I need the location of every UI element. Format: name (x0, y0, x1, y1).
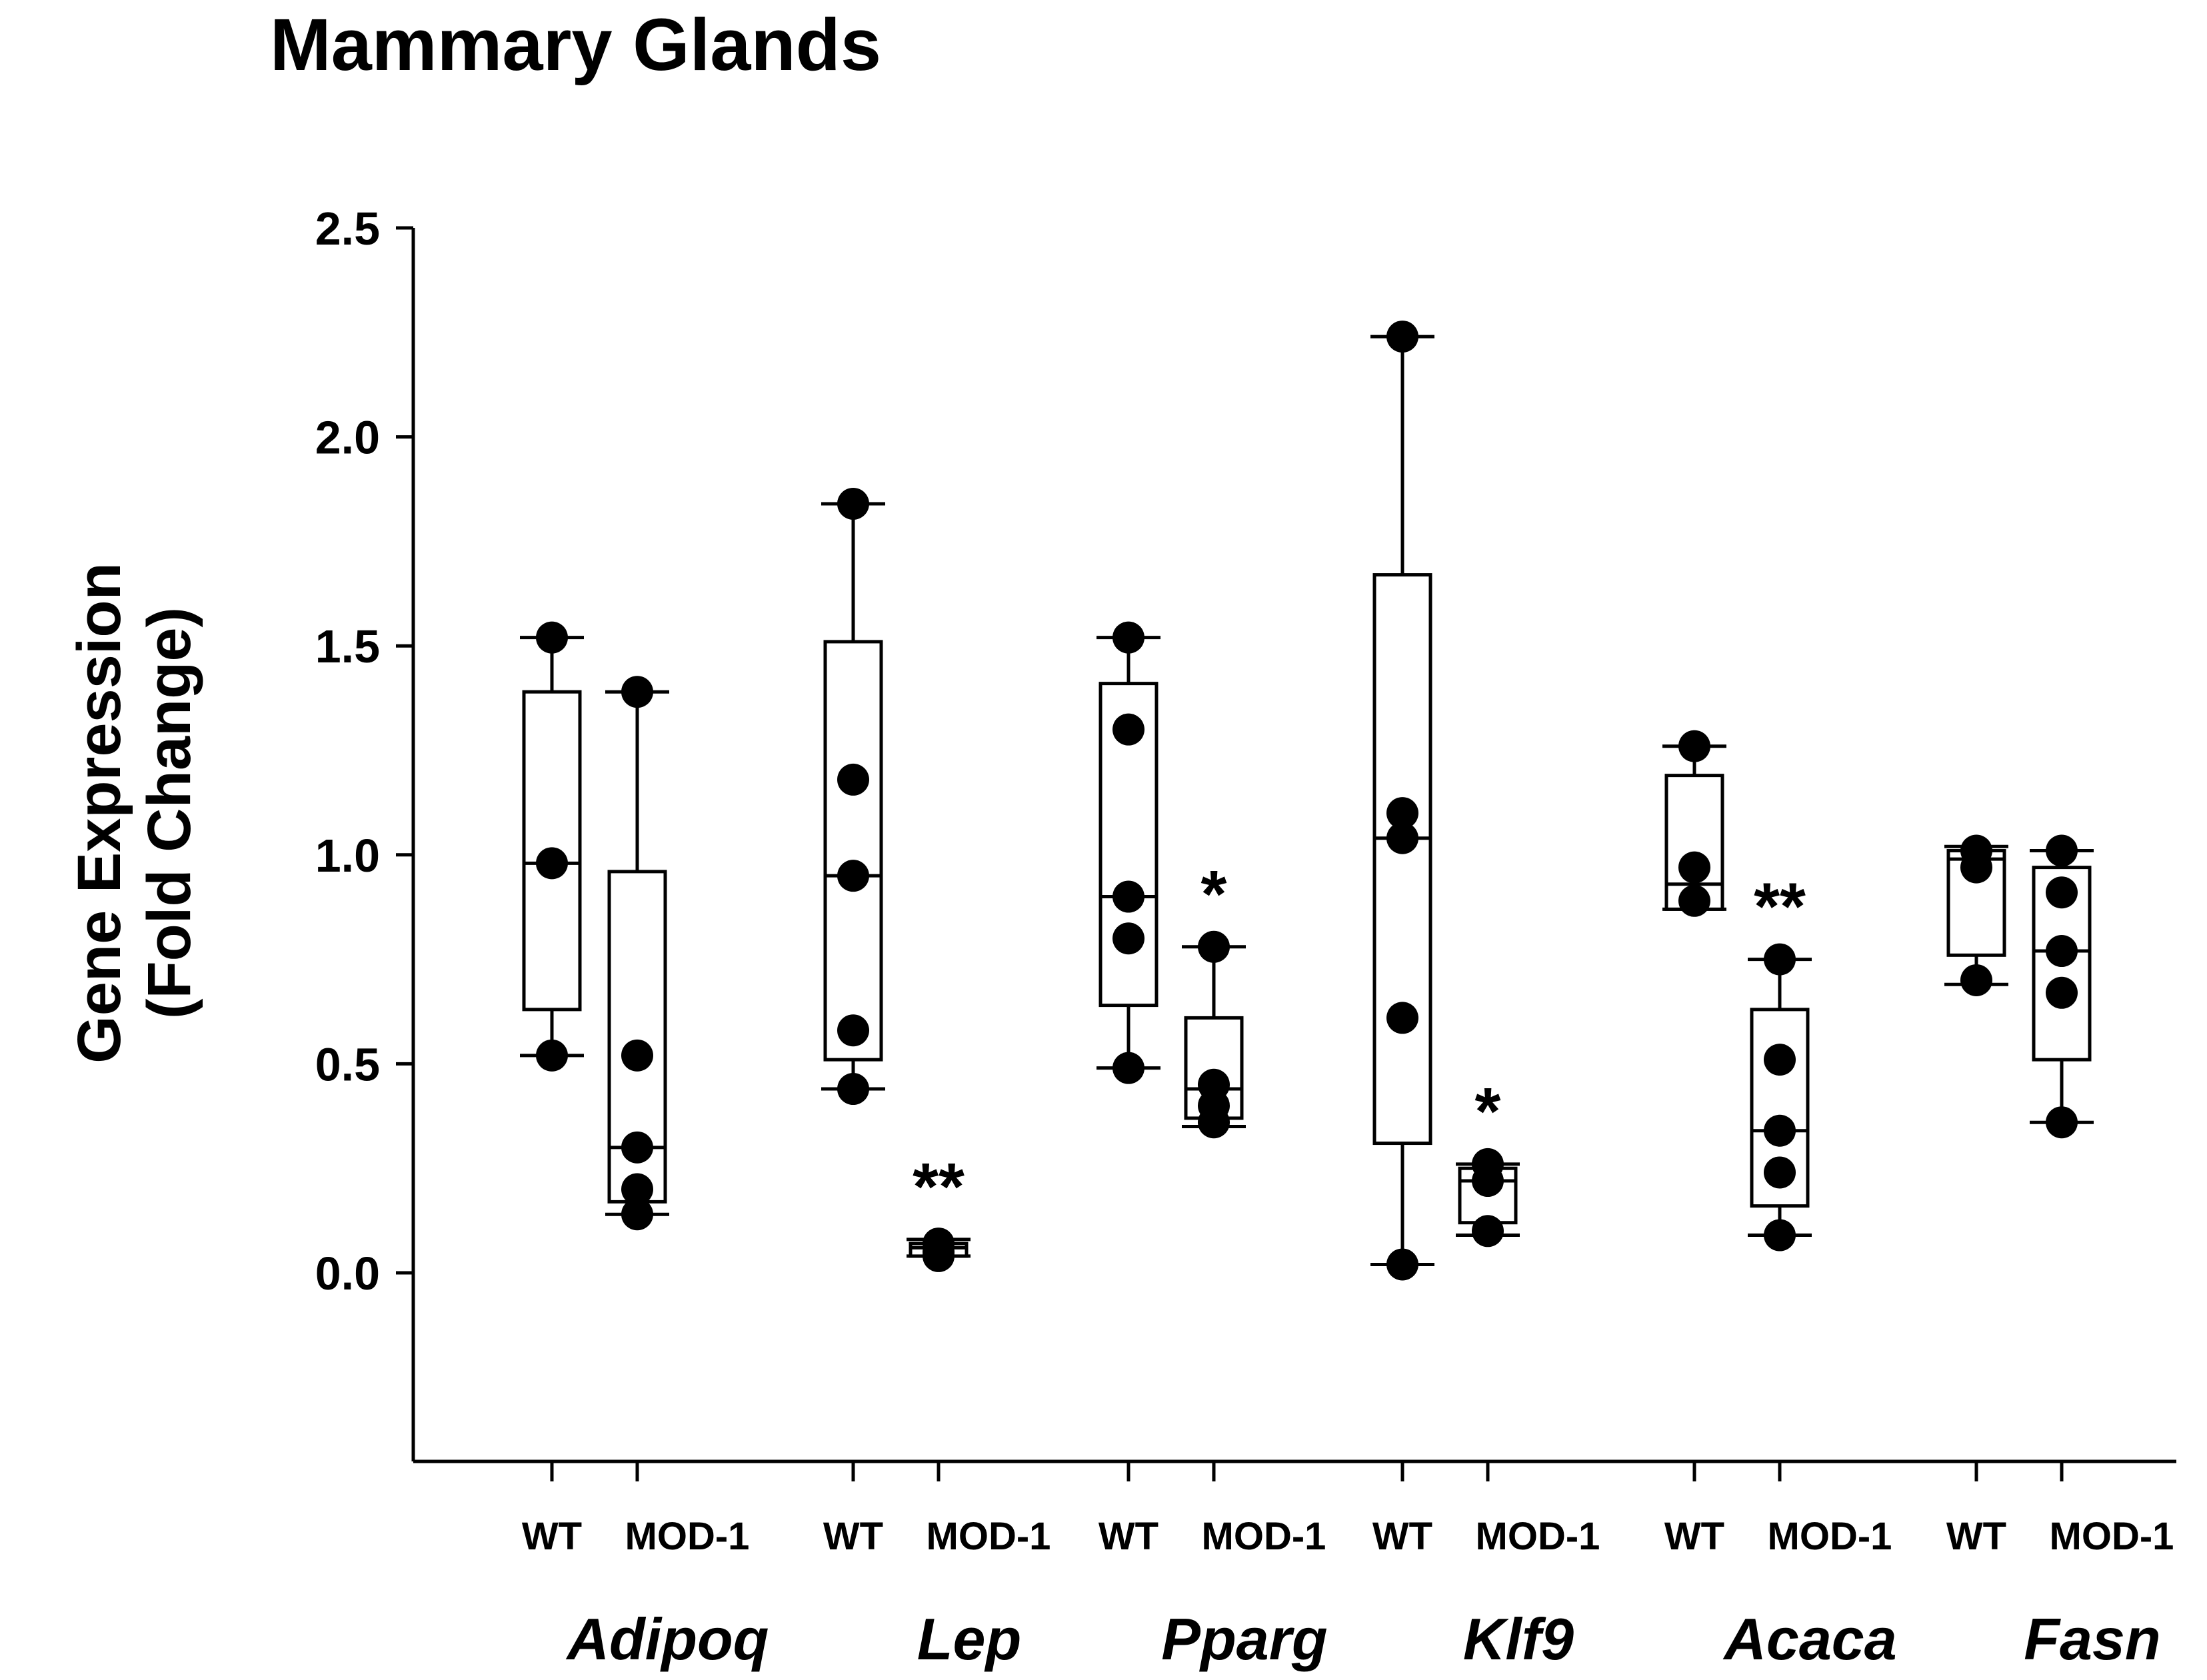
data-point (1472, 1215, 1504, 1248)
group-label: WT (522, 1515, 582, 1558)
data-point (2046, 935, 2078, 968)
data-point (2046, 976, 2078, 1009)
group-label: WT (1664, 1515, 1724, 1558)
gene-label: Acaca (1722, 1606, 1896, 1672)
data-point (621, 1173, 653, 1206)
gene-label: Lep (917, 1606, 1021, 1672)
data-point (1386, 822, 1418, 854)
chart-title: Mammary Glands (270, 4, 881, 86)
data-point (837, 860, 869, 892)
data-point (536, 1039, 568, 1072)
gene-label: Pparg (1161, 1606, 1327, 1672)
data-point (837, 487, 869, 520)
gene-label: Fasn (2024, 1606, 2160, 1672)
data-point (1386, 1002, 1418, 1034)
y-tick-label: 2.0 (315, 412, 380, 464)
data-point (837, 763, 869, 796)
data-point (1764, 1114, 1796, 1147)
axes: 0.0 0.5 1.0 1.5 2.0 2.5 (315, 203, 2176, 1481)
data-point (1112, 922, 1144, 955)
data-point (1764, 1044, 1796, 1076)
y-axis-title: Gene Expression (Fold Change) (65, 562, 203, 1064)
category-labels: WT MOD-1 Adipoq WT MOD-1 Lep WT MOD-1 Pparg WT MOD… (522, 1515, 2174, 1672)
y-tick-label: 2.5 (315, 203, 380, 255)
group-label: MOD-1 (625, 1515, 750, 1558)
group-label: MOD-1 (1476, 1515, 1600, 1558)
data-point (621, 1039, 653, 1072)
data-point (923, 1240, 955, 1272)
y-tick-label: 1.5 (315, 620, 380, 672)
gene-label: Adipoq (565, 1606, 769, 1672)
group-label: WT (1372, 1515, 1432, 1558)
data-point (536, 621, 568, 654)
significance-marker: * (1475, 1074, 1501, 1149)
data-point (536, 847, 568, 880)
data-point (1112, 713, 1144, 746)
data-point (1678, 884, 1710, 917)
group-label: MOD-1 (1202, 1515, 1326, 1558)
data-point (621, 1131, 653, 1164)
data-point (1764, 943, 1796, 976)
box (823, 640, 883, 1062)
data-point (1198, 1106, 1230, 1139)
data-point (1960, 851, 1992, 884)
data-point (1386, 1248, 1418, 1281)
box (1372, 573, 1432, 1146)
group-label: MOD-1 (1768, 1515, 1892, 1558)
data-point (1960, 964, 1992, 996)
data-point (1112, 1052, 1144, 1084)
data-point (1678, 851, 1710, 884)
group-label: MOD-1 (927, 1515, 1051, 1558)
group-label: WT (823, 1515, 883, 1558)
data-point (621, 1198, 653, 1231)
data-point (1386, 797, 1418, 830)
y-tick-label: 1.0 (315, 830, 380, 882)
data-point (1386, 321, 1418, 353)
data-point (1112, 880, 1144, 913)
y-axis-title-line2: (Fold Change) (135, 607, 203, 1019)
group-label: WT (1099, 1515, 1158, 1558)
group-label: WT (1946, 1515, 2006, 1558)
data-point (1764, 1156, 1796, 1189)
data-point (1198, 930, 1230, 963)
data-point (1472, 1165, 1504, 1198)
y-tick-label: 0.0 (315, 1248, 380, 1299)
data-point (1112, 621, 1144, 654)
data-point (1764, 1219, 1796, 1252)
boxes: ****** (520, 321, 2094, 1281)
data-point (2046, 834, 2078, 867)
significance-marker: ** (913, 1150, 965, 1224)
y-axis-title-line1: Gene Expression (65, 562, 133, 1064)
data-point (1678, 730, 1710, 762)
data-point (837, 1014, 869, 1047)
significance-marker: * (1201, 857, 1227, 932)
y-tick-label: 0.5 (315, 1038, 380, 1090)
data-point (2046, 876, 2078, 909)
data-point (837, 1073, 869, 1106)
gene-label: Klf9 (1463, 1606, 1574, 1672)
group-label: MOD-1 (2050, 1515, 2174, 1558)
data-point (2046, 1106, 2078, 1139)
significance-marker: ** (1754, 870, 1806, 944)
data-point (621, 676, 653, 708)
